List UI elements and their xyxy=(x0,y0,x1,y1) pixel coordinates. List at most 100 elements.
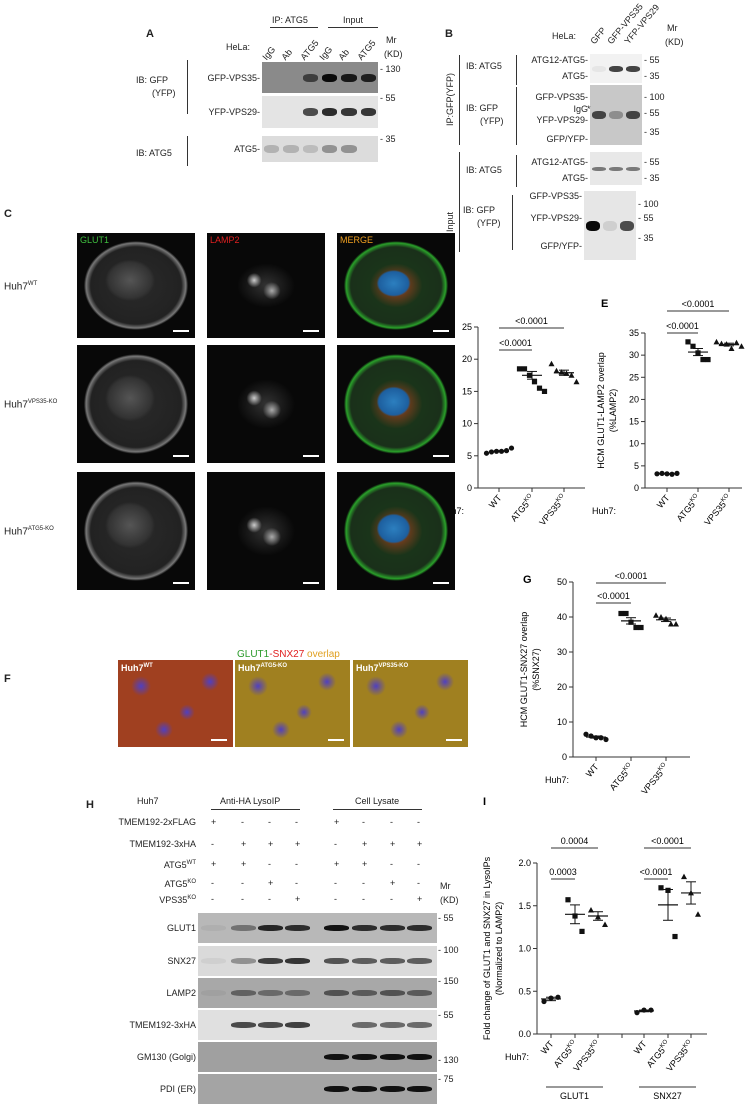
western-blot xyxy=(262,62,378,93)
genotype-superscript: ATG5-KO xyxy=(260,663,288,669)
divider xyxy=(516,55,517,85)
blot-band xyxy=(407,1054,432,1060)
condition-value: + xyxy=(241,859,247,869)
mr-label: Mr xyxy=(667,23,678,33)
blot-band xyxy=(380,1054,405,1060)
cell-line-name: Huh7 xyxy=(4,280,28,292)
mw-marker: - 100 xyxy=(438,945,459,955)
p-value-label: <0.0001 xyxy=(515,316,548,326)
overlap-title: overlap xyxy=(304,649,340,660)
mw-marker: - 55 xyxy=(438,913,454,923)
blot-band xyxy=(352,958,377,964)
western-blot xyxy=(198,978,437,1008)
data-point xyxy=(618,610,624,617)
cell-lysate-header: Cell Lysate xyxy=(355,796,400,806)
blot-band xyxy=(324,990,349,996)
p-value-label: <0.0001 xyxy=(682,299,715,309)
hela-label: HeLa: xyxy=(226,42,251,52)
mw-marker: - 35 xyxy=(638,233,654,243)
micrograph xyxy=(207,472,325,590)
p-value-label: <0.0001 xyxy=(615,571,648,581)
hela-label: HeLa: xyxy=(552,31,577,41)
y-tick-label: 30 xyxy=(557,647,567,657)
protein-label: YFP-VPS29- xyxy=(208,107,260,117)
data-point xyxy=(541,998,547,1005)
western-blot xyxy=(198,1010,437,1040)
x-tick-label: VPS35KO xyxy=(664,1039,695,1074)
data-point xyxy=(521,366,528,372)
y-tick-label: 15 xyxy=(629,417,639,427)
protein-label: GFP-VPS35- xyxy=(529,191,582,201)
blot-band xyxy=(380,990,405,996)
data-point xyxy=(531,379,538,385)
panel-b-label: B xyxy=(445,28,453,40)
divider xyxy=(512,195,513,250)
y-tick-label: 10 xyxy=(557,717,567,727)
genotype-superscript: ATG5-KO xyxy=(27,526,54,532)
condition-value: - xyxy=(268,859,271,869)
blot-band xyxy=(585,220,600,231)
data-point xyxy=(713,338,720,345)
row-label: Huh7ATG5-KO xyxy=(4,526,54,537)
group-label: GLUT1 xyxy=(560,1091,589,1101)
row-label: Huh7WT xyxy=(4,281,37,292)
scale-bar xyxy=(433,455,449,457)
scale-bar xyxy=(303,330,319,332)
divider xyxy=(187,60,188,114)
condition-value: - xyxy=(362,894,365,904)
blot-band xyxy=(231,925,256,931)
mw-marker: - 55 xyxy=(644,108,660,118)
data-point xyxy=(695,911,701,917)
group-label: SNX27 xyxy=(653,1091,682,1101)
x-tick-label: VPS35KO xyxy=(571,1039,602,1074)
blot-band xyxy=(231,1022,256,1028)
panel-label: E xyxy=(601,298,608,310)
blot-band xyxy=(360,108,377,116)
category-superscript: KO xyxy=(720,493,730,504)
p-value-label: 0.0004 xyxy=(561,836,589,846)
panel-f-title: GLUT1-SNX27 overlap xyxy=(237,650,340,660)
y-tick-label: 20 xyxy=(557,682,567,692)
micrograph xyxy=(77,472,195,590)
blot-band xyxy=(324,925,349,931)
panel-h-label: H xyxy=(86,799,94,811)
micrograph xyxy=(77,233,195,338)
condition-name: TMEM192-3xHA xyxy=(129,839,196,849)
ib-yfp-label: (YFP) xyxy=(477,218,501,228)
blot-band xyxy=(258,958,283,964)
x-tick-label: WT xyxy=(584,761,601,779)
condition-value: - xyxy=(334,878,337,888)
condition-value: - xyxy=(417,859,420,869)
data-point xyxy=(536,385,543,391)
western-blot xyxy=(590,152,642,185)
panel-c-label: C xyxy=(4,208,12,220)
condition-value: + xyxy=(268,839,274,849)
x-tick-label: VPS35KO xyxy=(537,493,568,528)
condition-value: + xyxy=(211,859,217,869)
cell-line-label: Huh7 xyxy=(137,796,159,806)
p-value-label: <0.0001 xyxy=(499,338,532,348)
cell-line-name: Huh7 xyxy=(238,663,261,673)
condition-value: - xyxy=(295,859,298,869)
condition-value: - xyxy=(241,894,244,904)
y-tick-label: 50 xyxy=(557,577,567,587)
scale-bar xyxy=(433,330,449,332)
condition-value: + xyxy=(362,859,368,869)
p-value-label: <0.0001 xyxy=(651,836,684,846)
y-tick-label: 5 xyxy=(634,461,639,471)
mw-marker: - 55 xyxy=(380,93,396,103)
kd-label: (KD) xyxy=(384,49,403,59)
condition-value: + xyxy=(295,894,301,904)
western-blot xyxy=(198,1042,437,1072)
western-blot xyxy=(590,85,642,145)
data-point xyxy=(568,372,575,378)
condition-value: - xyxy=(211,839,214,849)
p-value-label: <0.0001 xyxy=(597,591,630,601)
blot-band xyxy=(285,990,310,996)
condition-value: + xyxy=(334,817,340,827)
data-point xyxy=(588,907,594,913)
image-label: Huh7ATG5-KO xyxy=(238,663,287,673)
protein-label: YFP-VPS29- xyxy=(536,115,588,125)
divider xyxy=(459,152,460,252)
blot-band xyxy=(231,990,256,996)
